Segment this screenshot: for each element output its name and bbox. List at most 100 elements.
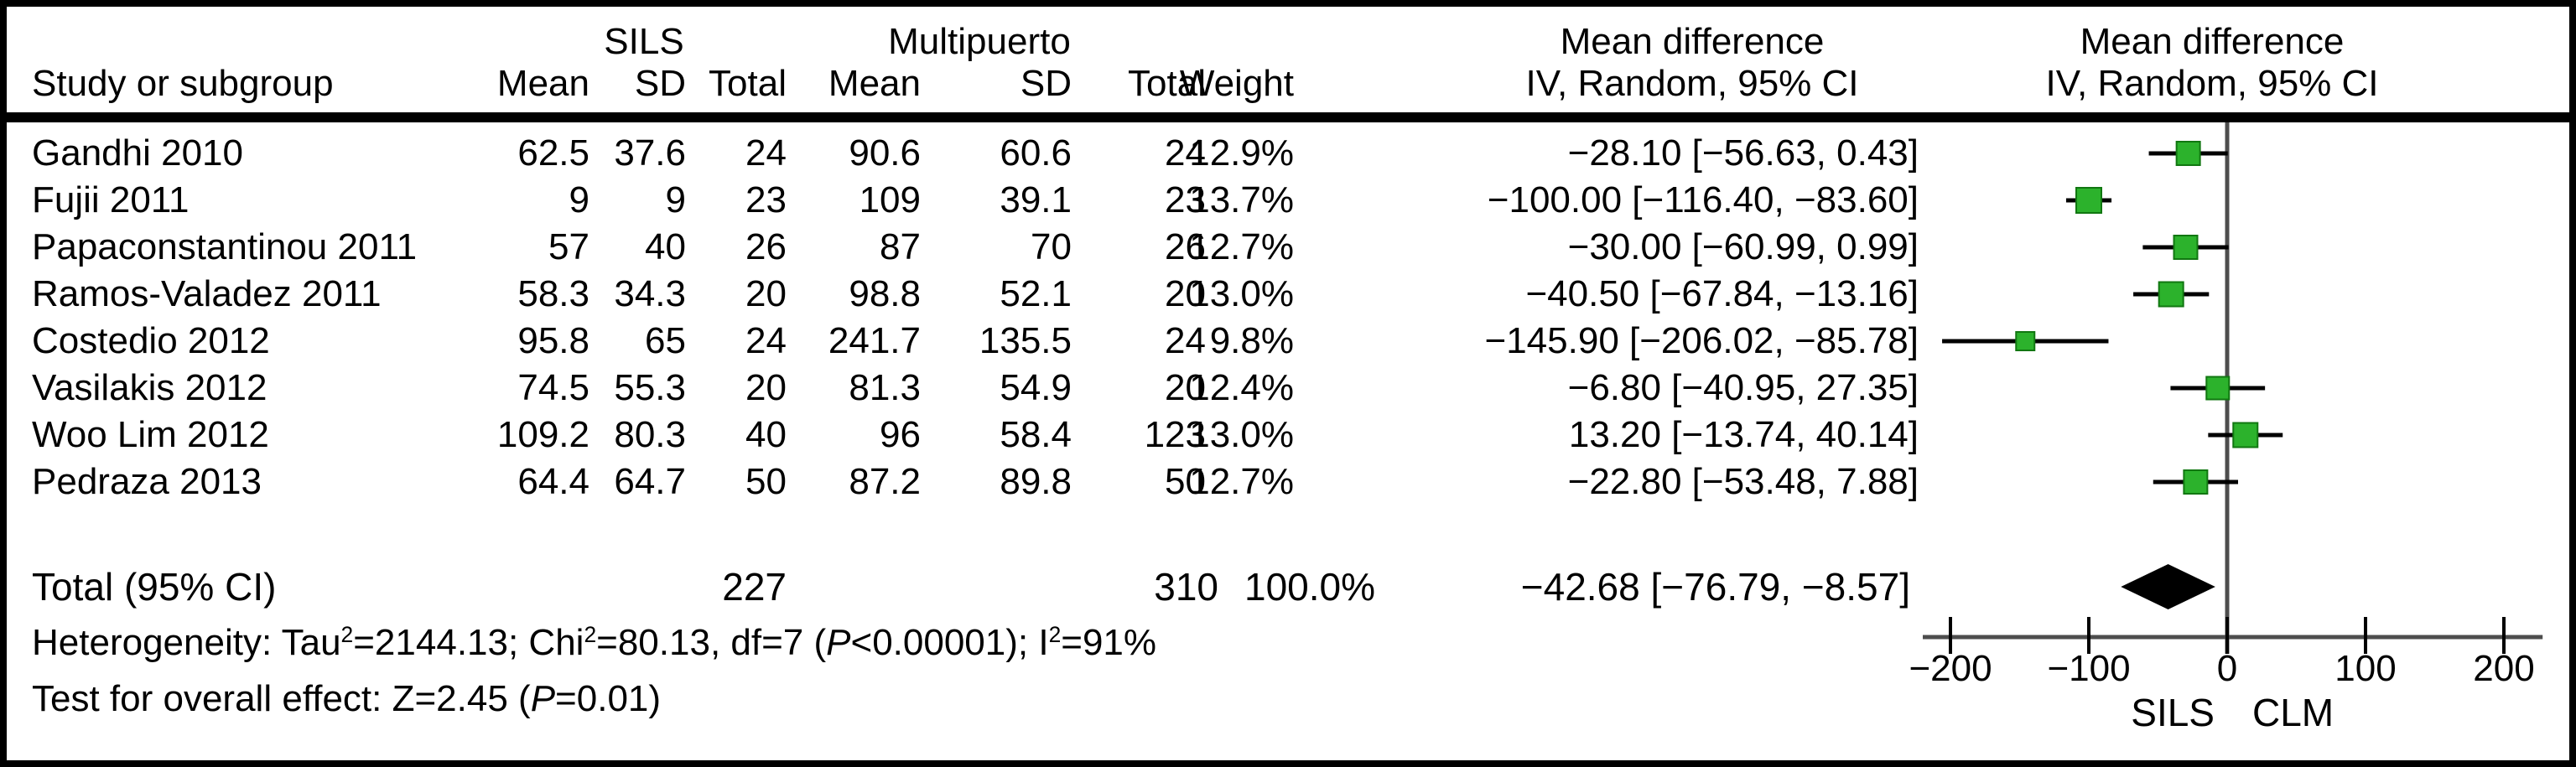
md-column-header-line1: Mean difference — [1560, 21, 1825, 62]
row-6-g2-mean: 96 — [880, 414, 921, 455]
row-2-study-name: Papaconstantinou 2011 — [32, 226, 418, 267]
row-4-g2-mean: 241.7 — [828, 320, 921, 361]
row-1-weight: 13.7% — [1189, 179, 1294, 220]
effect-square-4 — [2015, 331, 2036, 351]
row-4-g1-mean: 95.8 — [517, 320, 589, 361]
row-1-g1-total: 23 — [745, 179, 787, 220]
effect-square-6 — [2232, 422, 2259, 448]
row-3-study-name: Ramos-Valadez 2011 — [32, 273, 382, 314]
row-7-g1-total: 50 — [745, 461, 787, 502]
row-1-g2-sd: 39.1 — [1000, 179, 1072, 220]
total-g2-n: 310 — [1154, 565, 1218, 609]
x-tick-label: 100 — [2334, 648, 2396, 689]
row-7-g1-sd: 64.7 — [614, 461, 686, 502]
row-7-study-name: Pedraza 2013 — [32, 461, 262, 502]
effect-square-2 — [2173, 235, 2199, 260]
row-3-g2-sd: 52.1 — [1000, 273, 1072, 314]
x-tick-label: 200 — [2473, 648, 2534, 689]
group2-header: Multipuerto — [888, 21, 1071, 62]
favours-left-label: SILS — [2131, 691, 2215, 734]
row-3-g1-sd: 34.3 — [614, 273, 686, 314]
md-column-header-line2: IV, Random, 95% CI — [1525, 63, 1859, 104]
row-2-g2-sd: 70 — [1031, 226, 1072, 267]
total-md-text: −42.68 [−76.79, −8.57] — [1520, 565, 1910, 609]
row-2-g1-mean: 57 — [548, 226, 589, 267]
row-0-g2-total: 24 — [1165, 132, 1206, 174]
weight-header: Weight — [1179, 63, 1294, 104]
row-4-weight: 9.8% — [1209, 320, 1294, 361]
row-3-md-text: −40.50 [−67.84, −13.16] — [1525, 273, 1919, 314]
row-5-g1-mean: 74.5 — [517, 367, 589, 408]
total-g1-n: 227 — [722, 565, 787, 609]
row-1-g2-mean: 109 — [859, 179, 921, 220]
row-5-g1-sd: 55.3 — [614, 367, 686, 408]
row-6-g2-total: 123 — [1144, 414, 1206, 455]
g2-mean-header: Mean — [828, 63, 921, 104]
row-1-g2-total: 23 — [1165, 179, 1206, 220]
row-6-weight: 13.0% — [1189, 414, 1294, 455]
row-0-g2-mean: 90.6 — [849, 132, 921, 174]
row-6-g1-sd: 80.3 — [614, 414, 686, 455]
row-5-g2-sd: 54.9 — [1000, 367, 1072, 408]
g1-mean-header: Mean — [496, 63, 589, 104]
row-7-g2-mean: 87.2 — [849, 461, 921, 502]
row-5-g2-total: 20 — [1165, 367, 1206, 408]
row-3-weight: 13.0% — [1189, 273, 1294, 314]
effect-square-3 — [2158, 281, 2184, 308]
row-2-g2-mean: 87 — [880, 226, 921, 267]
row-2-g1-total: 26 — [745, 226, 787, 267]
row-6-md-text: 13.20 [−13.74, 40.14] — [1568, 414, 1919, 455]
row-0-g1-total: 24 — [745, 132, 787, 174]
effect-square-0 — [2175, 141, 2201, 166]
favours-right-label: CLM — [2252, 691, 2334, 734]
row-6-g2-sd: 58.4 — [1000, 414, 1072, 455]
overall-effect-text: Test for overall effect: Z=2.45 (P=0.01) — [32, 678, 662, 719]
effect-square-1 — [2075, 187, 2102, 214]
total-row-label: Total (95% CI) — [32, 565, 277, 609]
row-4-g1-total: 24 — [745, 320, 787, 361]
g1-sd-header: SD — [634, 63, 686, 104]
row-4-study-name: Costedio 2012 — [32, 320, 270, 361]
row-5-study-name: Vasilakis 2012 — [32, 367, 267, 408]
row-0-g1-sd: 37.6 — [614, 132, 686, 174]
heterogeneity-text: Heterogeneity: Tau2=2144.13; Chi2=80.13,… — [32, 622, 1157, 663]
row-1-md-text: −100.00 [−116.40, −83.60] — [1487, 179, 1919, 220]
row-5-md-text: −6.80 [−40.95, 27.35] — [1567, 367, 1919, 408]
row-6-g1-mean: 109.2 — [496, 414, 589, 455]
row-6-g1-total: 40 — [745, 414, 787, 455]
row-7-g2-sd: 89.8 — [1000, 461, 1072, 502]
row-2-weight: 12.7% — [1189, 226, 1294, 267]
row-1-g1-sd: 9 — [665, 179, 686, 220]
g2-sd-header: SD — [1020, 63, 1072, 104]
row-6-study-name: Woo Lim 2012 — [32, 414, 269, 455]
row-2-g1-sd: 40 — [645, 226, 686, 267]
row-3-g1-mean: 58.3 — [517, 273, 589, 314]
group1-header: SILS — [604, 21, 684, 62]
row-0-weight: 12.9% — [1189, 132, 1294, 174]
row-5-g1-total: 20 — [745, 367, 787, 408]
x-tick-label: −200 — [1909, 648, 1992, 689]
row-3-g1-total: 20 — [745, 273, 787, 314]
row-0-study-name: Gandhi 2010 — [32, 132, 243, 174]
x-tick-label: 0 — [2217, 648, 2237, 689]
total-weight: 100.0% — [1244, 565, 1375, 609]
effect-square-7 — [2183, 469, 2209, 495]
row-4-g1-sd: 65 — [645, 320, 686, 361]
study-column-header: Study or subgroup — [32, 63, 334, 104]
row-5-weight: 12.4% — [1189, 367, 1294, 408]
plot-column-header-line2: IV, Random, 95% CI — [2045, 63, 2379, 104]
row-7-g1-mean: 64.4 — [517, 461, 589, 502]
plot-column-header-line1: Mean difference — [2080, 21, 2345, 62]
row-3-g2-total: 20 — [1165, 273, 1206, 314]
row-4-g2-total: 24 — [1165, 320, 1206, 361]
g1-total-header: Total — [709, 63, 787, 104]
row-0-g1-mean: 62.5 — [517, 132, 589, 174]
pooled-diamond — [2121, 564, 2215, 609]
g2-total-header: Total — [1128, 63, 1206, 104]
row-5-g2-mean: 81.3 — [849, 367, 921, 408]
row-4-md-text: −145.90 [−206.02, −85.78] — [1484, 320, 1919, 361]
row-3-g2-mean: 98.8 — [849, 273, 921, 314]
row-0-md-text: −28.10 [−56.63, 0.43] — [1567, 132, 1919, 174]
row-7-g2-total: 50 — [1165, 461, 1206, 502]
